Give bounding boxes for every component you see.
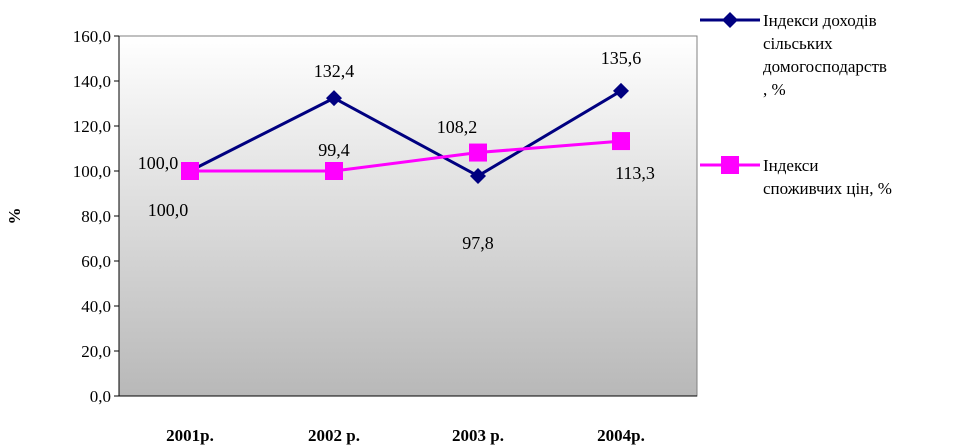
y-tick-label: 20,0 [81,342,111,361]
y-tick-label: 100,0 [73,162,111,181]
x-category-label: 2001р. [166,426,214,445]
data-labels: 100,0 132,4 97,8 135,6 100,0 99,4 108,2 113,3 [138,48,655,253]
y-tick-label: 0,0 [90,387,111,406]
series-line-2 [190,139,622,173]
data-point-square [325,162,343,180]
y-tick-label: 80,0 [81,207,111,226]
data-label: 108,2 [437,117,478,137]
y-tick-label: 40,0 [81,297,111,316]
data-point-diamond [326,90,342,107]
series-layer [181,82,630,184]
legend-entry-2: Індекси споживчих цін, % [763,156,892,198]
x-category-label: 2003 р. [452,426,504,445]
legend-marker-square [721,156,739,174]
data-point-square [612,132,630,151]
data-label: 97,8 [462,233,494,253]
y-tick-label: 140,0 [73,72,111,91]
y-tick-label: 60,0 [81,252,111,271]
legend: Індекси доходів сільських домогосподарств,… [700,11,892,198]
data-label: 100,0 [138,153,179,173]
data-label: 132,4 [314,61,355,81]
data-point-square [181,162,199,180]
series-line-1 [189,89,622,178]
y-tick-label: 160,0 [73,27,111,46]
data-label: 113,3 [615,163,655,183]
data-point-diamond [470,167,486,184]
x-axis: 2001р. 2002 р. 2003 р. 2004р. [119,395,697,445]
data-label: 100,0 [148,200,189,220]
x-category-label: 2002 р. [308,426,360,445]
x-category-label: 2004р. [597,426,645,445]
data-label: 99,4 [318,140,350,160]
legend-marker-diamond [722,12,738,28]
data-label: 135,6 [601,48,642,68]
plot-area [118,35,698,397]
data-point-diamond [613,82,629,99]
data-point-square [469,143,487,162]
legend-entry-1: Індекси доходів сільських домогосподарств,… [763,11,887,99]
y-axis-label: % [5,208,24,225]
y-tick-label: 120,0 [73,117,111,136]
y-axis: 0,0 20,0 40,0 60,0 80,0 100,0 120,0 140,0 160,0 [73,27,120,406]
